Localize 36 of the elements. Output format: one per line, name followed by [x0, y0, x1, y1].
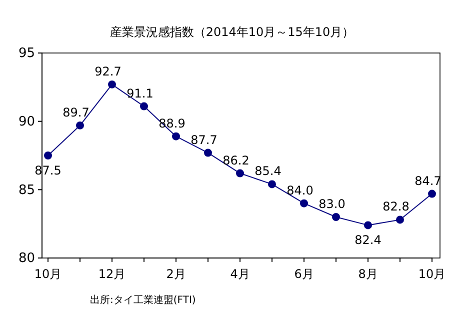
point: [108, 80, 116, 88]
data-label: 82.4: [354, 233, 382, 248]
x-tick-label: 8月: [358, 267, 378, 282]
point: [204, 148, 212, 157]
data-label: 82.8: [382, 200, 410, 214]
y-tick-label: 80: [18, 251, 35, 266]
text: 出所:タイ工業連盟(FTI): [90, 294, 196, 306]
point: [300, 199, 308, 208]
x-tick-label: 12月: [98, 267, 126, 282]
x-tick-label: 6月: [294, 267, 314, 282]
y-tick-label: 85: [18, 182, 35, 198]
point: [268, 180, 276, 188]
data-label: 83.0: [318, 197, 346, 211]
x-tick-label: 2月: [166, 267, 186, 282]
point: [332, 213, 340, 221]
data-label: 84.0: [286, 183, 314, 198]
point: [396, 216, 404, 224]
point: [76, 121, 84, 130]
y-tick-label: 95: [18, 46, 35, 62]
x-tick-label: 10月: [34, 267, 62, 282]
data-label: 89.7: [62, 105, 90, 120]
data-label: 86.2: [222, 153, 250, 168]
data-label: 87.7: [190, 132, 218, 147]
point: [172, 132, 180, 140]
point: [140, 102, 148, 110]
point: [44, 152, 52, 160]
data-label: 85.4: [254, 164, 282, 178]
chart-title: 産業景況感指数（2014年10月～15年10月）: [110, 25, 354, 39]
y-tick-label: 90: [18, 114, 35, 130]
data-label: 92.7: [94, 64, 122, 78]
point: [364, 221, 372, 230]
point: [428, 190, 436, 198]
point: [236, 169, 244, 178]
x-tick-label: 4月: [230, 267, 250, 282]
x-tick-label: 10月: [418, 267, 446, 282]
data-label: 91.1: [126, 86, 154, 100]
